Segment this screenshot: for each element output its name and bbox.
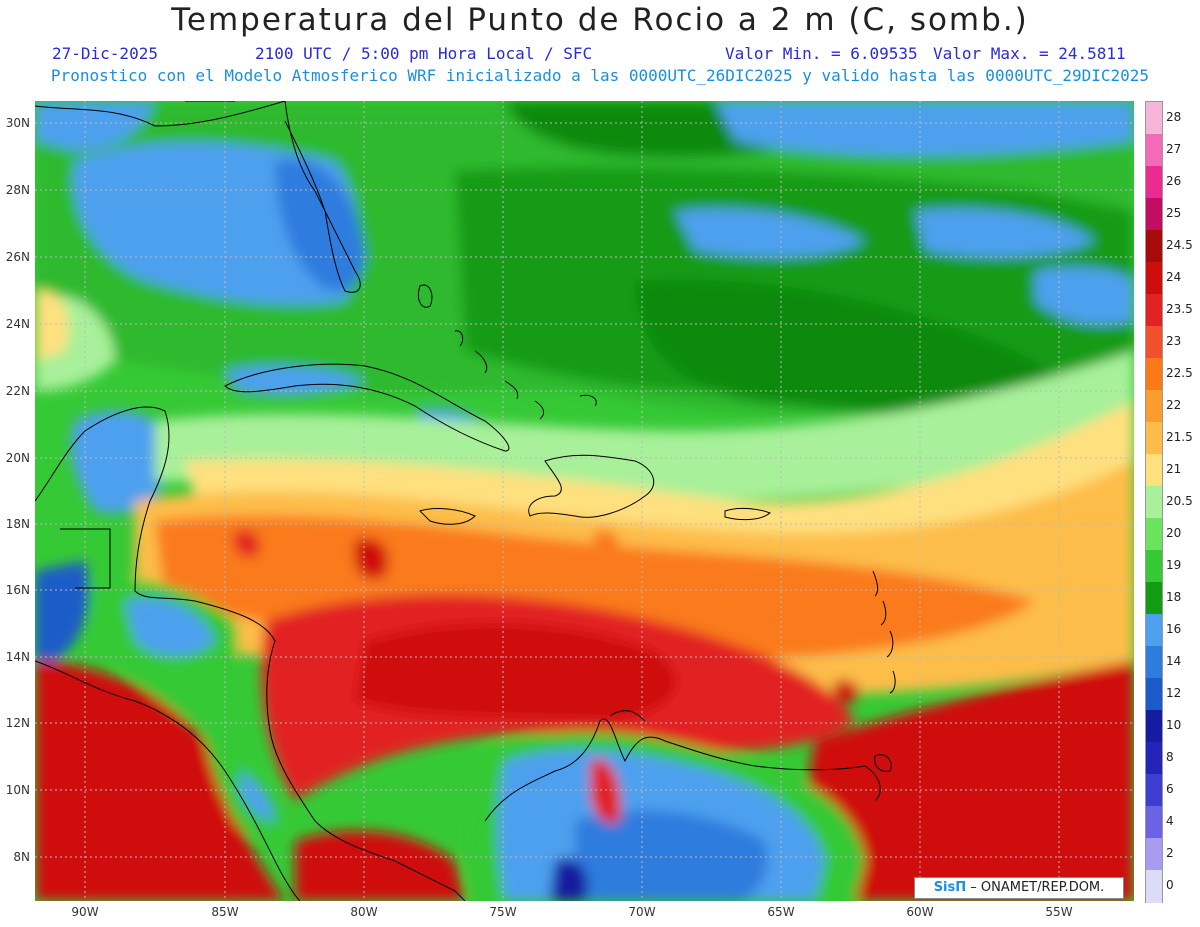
legend-label: 20.5	[1166, 494, 1193, 508]
legend-label: 4	[1166, 814, 1174, 828]
legend-swatch	[1146, 486, 1162, 519]
legend-swatch	[1146, 294, 1162, 327]
legend-swatch	[1146, 870, 1162, 903]
max-value: Valor Max. = 24.5811	[933, 44, 1126, 63]
legend-swatch	[1146, 422, 1162, 455]
map-title: Temperatura del Punto de Rocio a 2 m (C,…	[171, 2, 1029, 38]
lon-label: 80W	[350, 905, 378, 919]
legend-swatch	[1146, 102, 1162, 135]
lat-label: 30N	[5, 116, 30, 130]
sispi-logo: SisΠ	[933, 880, 967, 895]
legend-swatch	[1146, 678, 1162, 711]
lon-label: 90W	[71, 905, 99, 919]
legend-swatch	[1146, 838, 1162, 871]
legend-label: 16	[1166, 622, 1182, 636]
legend-label: 8	[1166, 750, 1174, 764]
lat-label: 10N	[5, 783, 30, 797]
legend-swatch	[1146, 614, 1162, 647]
legend-label: 2	[1166, 846, 1174, 860]
legend-label: 21.5	[1166, 430, 1193, 444]
legend-label: 10	[1166, 718, 1182, 732]
lon-label: 65W	[767, 905, 795, 919]
legend-swatch	[1146, 806, 1162, 839]
lat-label: 20N	[5, 451, 30, 465]
lat-label: 12N	[5, 716, 30, 730]
forecast-time: 2100 UTC / 5:00 pm Hora Local / SFC	[255, 44, 593, 63]
legend-label: 20	[1166, 526, 1182, 540]
credit-text: – ONAMET/REP.DOM.	[970, 880, 1105, 895]
legend-label: 26	[1166, 174, 1182, 188]
dew-point-map	[35, 101, 1134, 901]
legend-swatch	[1146, 710, 1162, 743]
model-subtitle: Pronostico con el Modelo Atmosferico WRF…	[50, 66, 1150, 85]
legend-label: 14	[1166, 654, 1182, 668]
legend-swatch	[1146, 742, 1162, 775]
legend-label: 25	[1166, 206, 1182, 220]
legend-swatch	[1146, 454, 1162, 487]
legend-label: 18	[1166, 590, 1182, 604]
min-value: Valor Min. = 6.09535	[725, 44, 918, 63]
legend-label: 6	[1166, 782, 1174, 796]
lon-label: 55W	[1045, 905, 1073, 919]
legend-label: 22.5	[1166, 366, 1193, 380]
lat-label: 26N	[5, 250, 30, 264]
lon-label: 75W	[489, 905, 517, 919]
legend-label: 23	[1166, 334, 1182, 348]
legend-label: 24	[1166, 270, 1182, 284]
lat-label: 22N	[5, 384, 30, 398]
legend-label: 19	[1166, 558, 1182, 572]
forecast-info-line: 27-Dic-2025 2100 UTC / 5:00 pm Hora Loca…	[0, 44, 1200, 64]
lon-label: 60W	[906, 905, 934, 919]
lon-label: 85W	[211, 905, 239, 919]
lat-label: 18N	[5, 517, 30, 531]
legend-label: 27	[1166, 142, 1182, 156]
legend-label: 0	[1166, 878, 1174, 892]
credit-box: SisΠ – ONAMET/REP.DOM.	[914, 877, 1124, 899]
legend-label: 24.5	[1166, 238, 1193, 252]
lat-label: 14N	[5, 650, 30, 664]
legend-label: 12	[1166, 686, 1182, 700]
legend-swatch	[1146, 358, 1162, 391]
lat-label: 16N	[5, 583, 30, 597]
legend-swatch	[1146, 518, 1162, 551]
legend-swatch	[1146, 326, 1162, 359]
lat-label: 24N	[5, 317, 30, 331]
legend-swatch	[1146, 262, 1162, 295]
legend-swatch	[1146, 198, 1162, 231]
legend-swatch	[1146, 230, 1162, 263]
lat-label: 8N	[13, 850, 30, 864]
legend-swatch	[1146, 646, 1162, 679]
legend-swatch	[1146, 550, 1162, 583]
color-legend	[1145, 101, 1163, 903]
lon-label: 70W	[628, 905, 656, 919]
legend-label: 23.5	[1166, 302, 1193, 316]
legend-swatch	[1146, 166, 1162, 199]
legend-swatch	[1146, 774, 1162, 807]
legend-swatch	[1146, 582, 1162, 615]
lat-label: 28N	[5, 183, 30, 197]
forecast-date: 27-Dic-2025	[52, 44, 158, 63]
legend-label: 22	[1166, 398, 1182, 412]
legend-swatch	[1146, 134, 1162, 167]
legend-label: 28	[1166, 110, 1182, 124]
legend-label: 21	[1166, 462, 1182, 476]
legend-swatch	[1146, 390, 1162, 423]
